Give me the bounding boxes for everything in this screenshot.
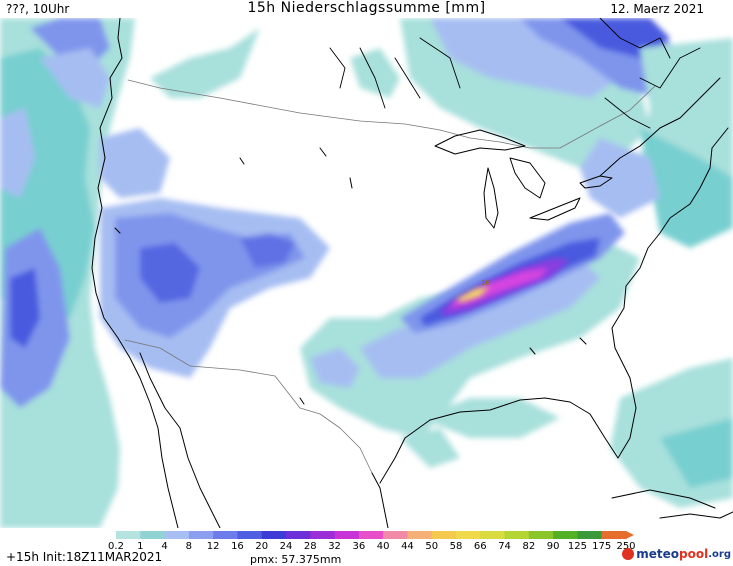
legend-tick: 125 (568, 541, 587, 552)
lake-ontario (579, 175, 613, 189)
legend-tick: 74 (498, 541, 511, 552)
precip-band-frontal (400, 213, 625, 333)
legend-swatch (237, 531, 263, 539)
legend-tick: 58 (450, 541, 463, 552)
legend-swatch (528, 531, 554, 539)
legend-tick: 250 (616, 541, 635, 552)
max-precip-label: pmx: 57.375mm (250, 553, 342, 566)
forecast-time-label: ???, 10Uhr (6, 2, 70, 16)
legend-tick: 50 (425, 541, 438, 552)
legend-tick: 1 (137, 541, 143, 552)
lake-erie (529, 197, 581, 221)
us-canada-border (127, 79, 656, 149)
legend-tick: 4 (161, 541, 167, 552)
legend-swatch (261, 531, 287, 539)
legend-swatch (407, 531, 433, 539)
baja-coastline (139, 352, 221, 528)
legend-swatch (383, 531, 408, 539)
legend-tick-labels: 0.2 1 4 8 12 16 20 24 28 32 36 40 44 50 58 66 74 82 90 125 1… (108, 541, 636, 552)
legend-swatch (164, 531, 190, 539)
legend-swatch (140, 531, 166, 539)
legend-tick: 32 (328, 541, 341, 552)
precipitation-map: 16 (0, 18, 733, 528)
legend-tick: 8 (186, 541, 192, 552)
atlantic-coastline (611, 127, 729, 379)
globe-icon (622, 548, 635, 560)
legend-tick: 66 (474, 541, 487, 552)
caribbean-islands (611, 489, 733, 519)
legend-overflow-arrow (626, 531, 634, 539)
legend-swatch (504, 531, 530, 539)
legend-tick: 44 (401, 541, 414, 552)
legend-tick: 90 (547, 541, 560, 552)
gulf-coastline (371, 472, 389, 528)
legend-swatch (334, 531, 360, 539)
init-time-label: +15h Init:18Z11MAR2021 (6, 550, 163, 564)
legend-swatch (553, 531, 578, 539)
legend-tick: 40 (377, 541, 390, 552)
precip-field-west (100, 28, 330, 378)
legend-tick: 36 (352, 541, 365, 552)
pacific-coastline (91, 18, 179, 528)
legend-tick: 28 (304, 541, 317, 552)
legend-swatch (480, 531, 506, 539)
st-lawrence (599, 77, 721, 177)
logo-text: meteopool (636, 547, 709, 561)
legend-swatch (358, 531, 384, 539)
legend-color-bar (116, 531, 634, 539)
legend-tick: 175 (592, 541, 611, 552)
lake-superior (434, 129, 526, 155)
legend-swatch (577, 531, 603, 539)
legend-swatch (286, 531, 311, 539)
legend-swatch (601, 531, 627, 539)
canada-lakes (329, 18, 701, 129)
us-mexico-border (124, 339, 373, 474)
meteopool-logo[interactable]: meteopool .org (622, 544, 731, 564)
legend-tick: 16 (231, 541, 244, 552)
legend-swatch (213, 531, 238, 539)
interior-lakes (114, 147, 587, 405)
legend-swatch (188, 531, 214, 539)
lake-michigan (483, 167, 499, 229)
legend-tick: 0.2 (108, 541, 124, 552)
legend-tick: 24 (280, 541, 293, 552)
precip-legend: 0.2 1 4 8 12 16 20 24 28 32 36 40 44 50 58 66 74 82 90 125 1… (108, 531, 636, 552)
logo-tld: .org (708, 548, 731, 560)
lake-huron (509, 157, 546, 199)
forecast-date: 12. Maerz 2021 (610, 2, 704, 16)
legend-tick: 82 (522, 541, 535, 552)
legend-swatch (456, 531, 481, 539)
legend-tick: 20 (255, 541, 268, 552)
map-boundaries (91, 18, 733, 528)
legend-swatch (116, 531, 141, 539)
peak-value-label: 16 (481, 279, 490, 287)
legend-tick: 12 (207, 541, 220, 552)
precip-field-southeast (300, 238, 733, 508)
texas-gulf-coast (379, 377, 637, 484)
legend-swatch (431, 531, 457, 539)
legend-swatch (310, 531, 336, 539)
map-title: 15h Niederschlagssumme [mm] (247, 0, 486, 16)
